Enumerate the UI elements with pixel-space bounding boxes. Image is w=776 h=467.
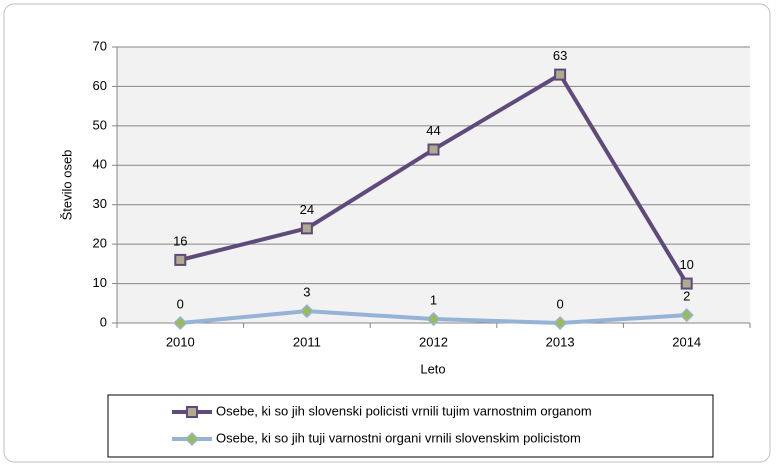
data-label: 24 [300,202,314,217]
data-label: 1 [430,292,437,307]
data-point [679,308,694,323]
y-tick-label: 10 [93,275,107,290]
y-axis-label: Število oseb [59,150,74,221]
data-point [680,277,693,290]
legend-marker [184,431,200,447]
data-point [173,315,188,331]
x-tick-label: 2010 [166,334,195,349]
data-label: 10 [679,257,693,272]
data-point [426,311,441,327]
data-label: 0 [177,296,184,311]
y-tick-label: 70 [93,38,107,53]
x-tick-label: 2014 [672,334,701,349]
data-point [300,222,313,235]
y-tick-label: 40 [93,157,107,172]
y-tick-label: 50 [93,117,107,132]
x-tick-label: 2012 [419,334,448,349]
legend-marker [186,406,198,418]
legend-label: Osebe, ki so jih slovenski policisti vrn… [216,403,592,418]
y-tick-label: 60 [93,78,107,93]
data-point [554,68,567,81]
y-tick-label: 20 [93,236,107,251]
legend-label: Osebe, ki so jih tuji varnostni organi v… [216,430,581,445]
x-axis-label: Leto [420,361,445,376]
data-label: 3 [303,285,310,300]
plot-area [117,47,750,323]
data-point [427,143,440,156]
y-tick-label: 30 [93,196,107,211]
data-label: 16 [173,233,187,248]
data-label: 0 [556,296,563,311]
data-point [553,315,568,331]
y-tick-label: 0 [100,314,107,329]
data-label: 63 [553,48,567,63]
data-label: 44 [426,123,440,138]
legend [107,394,714,458]
data-point [299,304,314,319]
data-label: 2 [683,289,690,304]
x-tick-label: 2013 [546,334,575,349]
x-tick-label: 2011 [293,334,321,349]
data-point [174,253,187,266]
